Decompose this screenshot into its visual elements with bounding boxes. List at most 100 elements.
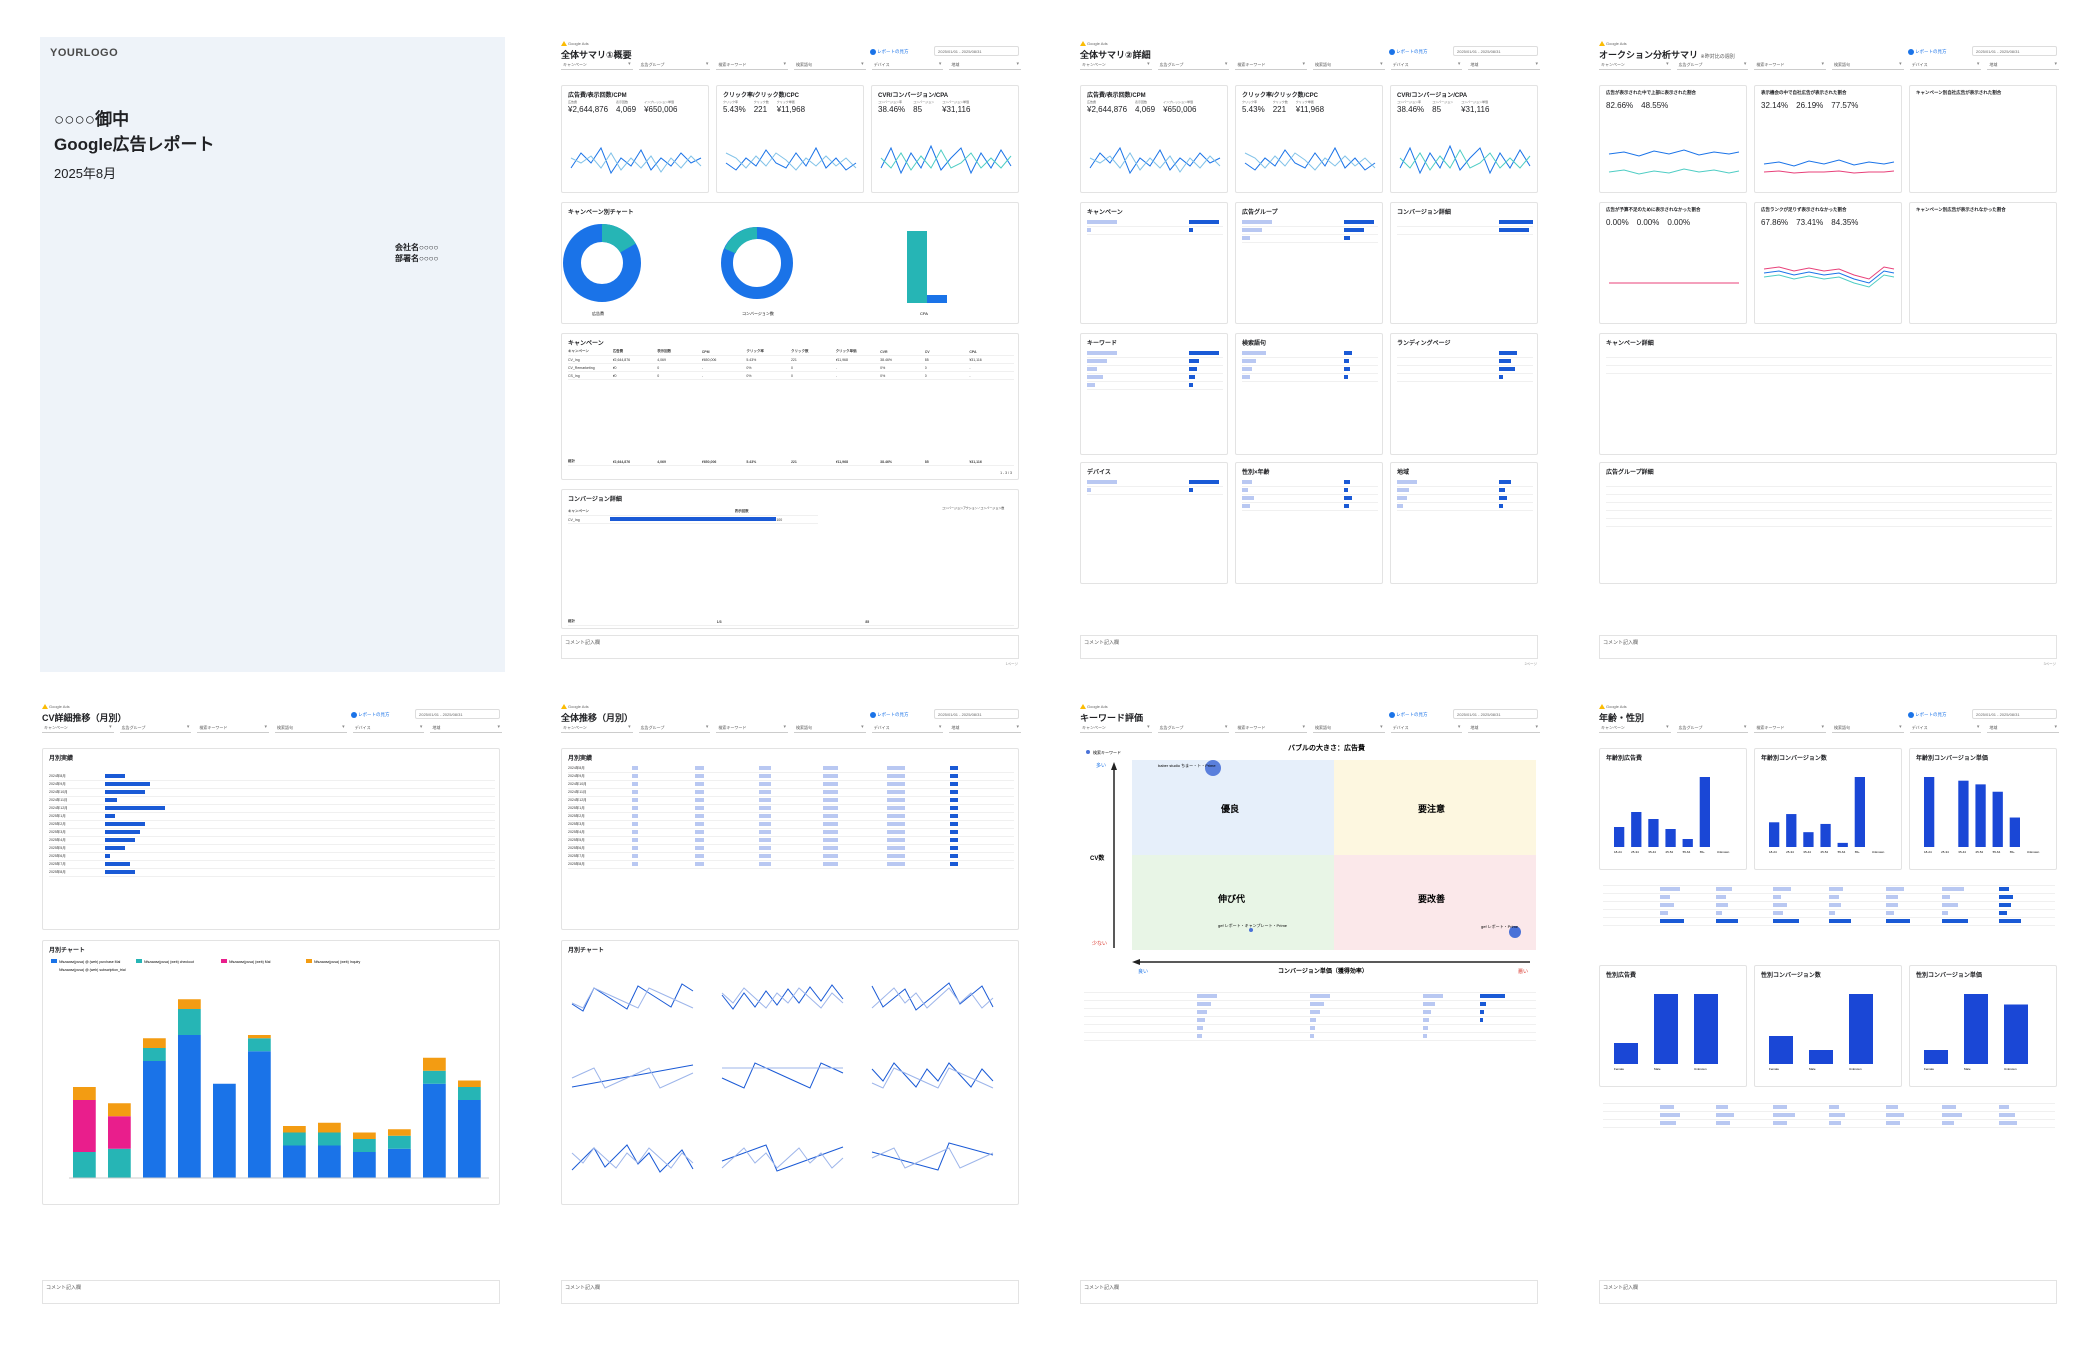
report-guide-link[interactable]: レポートの見方 [870,712,909,718]
filter-device[interactable]: デバイス [1390,61,1463,70]
kpi-cpa: コンバージョン単価 ¥31,116 [942,100,971,114]
filter-searchterm[interactable]: 検索語句 [275,724,347,733]
filter-campaign[interactable]: キャンペーン [1080,61,1152,70]
series-line [571,987,694,1009]
report-guide-link[interactable]: レポートの見方 [351,712,390,718]
table-row[interactable]: 2025年5月 [568,837,1014,845]
table-row[interactable]: 2024年9月 [568,773,1014,781]
filter-adgroup[interactable]: 広告グループ [1157,724,1230,733]
filter-adgroup[interactable]: 広告グループ [638,724,711,733]
filter-adgroup[interactable]: 広告グループ [119,724,192,733]
table-row[interactable]: 2024年9月 [49,781,495,789]
table-row[interactable]: 2024年12月 [568,797,1014,805]
date-range-picker[interactable]: 2025/01/01 - 2025/08/31 [934,709,1019,719]
report-guide-link[interactable]: レポートの見方 [1389,49,1428,55]
table-row[interactable]: CV_Ing 100 [568,516,818,524]
series-line [871,982,994,1011]
filter-device[interactable]: デバイス [871,61,944,70]
pager[interactable]: 1 - 3 / 3 [1000,471,1012,475]
table-row[interactable]: 2025年6月 [49,853,495,861]
comment-box[interactable]: コメント記入欄 [561,635,1019,659]
filter-campaign[interactable]: キャンペーン [561,724,633,733]
table-row[interactable]: 2025年5月 [49,845,495,853]
table-row[interactable]: 2025年8月 [49,869,495,877]
report-guide-link[interactable]: レポートの見方 [1389,712,1428,718]
tick-label: 18-24 [1924,850,1932,854]
bar [1769,1036,1793,1064]
filter-searchterm[interactable]: 検索語句 [794,724,866,733]
filter-device[interactable]: デバイス [1909,724,1982,733]
comment-box[interactable]: コメント記入欄 [1599,635,2057,659]
date-range-picker[interactable]: 2025/01/01 - 2025/08/31 [415,709,500,719]
filter-region[interactable]: 地域 [430,724,503,733]
date-range-picker[interactable]: 2025/01/01 - 2025/08/31 [1972,46,2057,56]
filter-campaign[interactable]: キャンペーン [1599,61,1671,70]
bar-segment [423,1057,446,1071]
table-row[interactable]: 2024年10月 [568,781,1014,789]
table-row[interactable]: 2025年3月 [49,829,495,837]
filter-device[interactable]: デバイス [1909,61,1982,70]
comment-box[interactable]: コメント記入欄 [1599,1280,2057,1304]
filter-keyword[interactable]: 検索キーワード [1235,61,1308,70]
table-row[interactable]: 2024年12月 [49,805,495,813]
filter-searchterm[interactable]: 検索語句 [1832,61,1904,70]
table-row[interactable]: 2025年3月 [568,821,1014,829]
table-row[interactable]: 2024年8月 [568,765,1014,773]
report-guide-link[interactable]: レポートの見方 [1908,712,1947,718]
filter-adgroup[interactable]: 広告グループ [638,61,711,70]
filter-searchterm[interactable]: 検索語句 [1313,61,1385,70]
filter-adgroup[interactable]: 広告グループ [1676,724,1749,733]
filter-campaign[interactable]: キャンペーン [561,61,633,70]
table-row[interactable]: 2025年4月 [568,829,1014,837]
table-row[interactable]: CV_Remarketing ¥0 0-0% 0-0% 0- [568,364,1014,372]
comment-box[interactable]: コメント記入欄 [561,1280,1019,1304]
table-row[interactable]: 2024年11月 [568,789,1014,797]
date-range-picker[interactable]: 2025/01/01 - 2025/08/31 [1453,46,1538,56]
comment-box[interactable]: コメント記入欄 [1080,635,1538,659]
table-row[interactable]: 2025年2月 [49,821,495,829]
filter-searchterm[interactable]: 検索語句 [794,61,866,70]
date-range-picker[interactable]: 2025/01/01 - 2025/08/31 [934,46,1019,56]
filter-keyword[interactable]: 検索キーワード [716,61,789,70]
filter-campaign[interactable]: キャンペーン [42,724,114,733]
filter-searchterm[interactable]: 検索語句 [1832,724,1904,733]
report-guide-link[interactable]: レポートの見方 [1908,49,1947,55]
filter-region[interactable]: 地域 [1987,724,2060,733]
filter-region[interactable]: 地域 [949,61,1022,70]
filter-device[interactable]: デバイス [1390,724,1463,733]
filter-device[interactable]: デバイス [871,724,944,733]
filter-keyword[interactable]: 検索キーワード [1754,61,1827,70]
table-row[interactable]: CV_Ing ¥2,644,876 4,069 ¥650,006 5.43% 221 ¥11… [568,356,1014,364]
table-row[interactable]: 2025年8月 [568,861,1014,869]
filter-keyword[interactable]: 検索キーワード [197,724,270,733]
filter-device[interactable]: デバイス [352,724,425,733]
table-row[interactable]: 2025年6月 [568,845,1014,853]
filter-keyword[interactable]: 検索キーワード [1235,724,1308,733]
comment-box[interactable]: コメント記入欄 [42,1280,500,1304]
filter-searchterm[interactable]: 検索語句 [1313,724,1385,733]
table-row[interactable]: 2025年1月 [568,805,1014,813]
filter-region[interactable]: 地域 [1468,724,1541,733]
table-row[interactable]: 2025年7月 [49,861,495,869]
table-row[interactable]: 2024年8月 [49,773,495,781]
date-range-picker[interactable]: 2025/01/01 - 2025/08/31 [1972,709,2057,719]
report-guide-link[interactable]: レポートの見方 [870,49,909,55]
filter-adgroup[interactable]: 広告グループ [1157,61,1230,70]
filter-keyword[interactable]: 検索キーワード [716,724,789,733]
table-row[interactable]: 2025年2月 [568,813,1014,821]
table-row[interactable]: 2024年10月 [49,789,495,797]
filter-campaign[interactable]: キャンペーン [1599,724,1671,733]
table-row[interactable]: 2025年1月 [49,813,495,821]
table-row[interactable]: 2024年11月 [49,797,495,805]
comment-box[interactable]: コメント記入欄 [1080,1280,1538,1304]
table-row[interactable]: CS_Ing ¥0 0-0% 0-0% 0- [568,372,1014,380]
date-range-picker[interactable]: 2025/01/01 - 2025/08/31 [1453,709,1538,719]
filter-adgroup[interactable]: 広告グループ [1676,61,1749,70]
filter-region[interactable]: 地域 [1987,61,2060,70]
filter-campaign[interactable]: キャンペーン [1080,724,1152,733]
table-row[interactable]: 2025年7月 [568,853,1014,861]
filter-region[interactable]: 地域 [949,724,1022,733]
table-row[interactable]: 2025年4月 [49,837,495,845]
filter-keyword[interactable]: 検索キーワード [1754,724,1827,733]
filter-region[interactable]: 地域 [1468,61,1541,70]
